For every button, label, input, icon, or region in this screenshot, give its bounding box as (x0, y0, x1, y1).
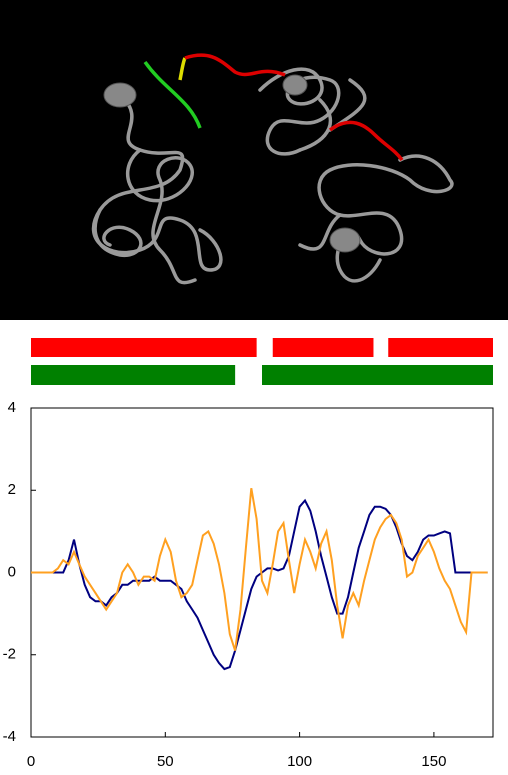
helix (103, 74, 361, 253)
y-tick-label: -2 (3, 646, 16, 663)
track-segment (388, 338, 493, 357)
red-segment (184, 53, 286, 77)
series-line (31, 488, 488, 651)
x-tick-label: 0 (27, 753, 35, 770)
structure-background (0, 0, 508, 320)
y-tick-label: 2 (8, 481, 16, 498)
y-tick-label: 0 (8, 563, 16, 580)
track-segment (31, 365, 236, 385)
green-strand (143, 60, 202, 129)
x-tick-label: 50 (157, 753, 174, 770)
track-segment (272, 338, 374, 357)
track-segment (262, 365, 493, 385)
y-tick-label: 4 (8, 399, 16, 416)
yellow-segment (178, 57, 187, 81)
red-segment (328, 120, 404, 162)
series-line (31, 498, 488, 671)
x-tick-label: 100 (287, 753, 312, 770)
protein-structure (0, 0, 508, 320)
track-segment (31, 338, 257, 357)
y-tick-label: -4 (3, 728, 16, 745)
x-tick-label: 150 (421, 753, 446, 770)
